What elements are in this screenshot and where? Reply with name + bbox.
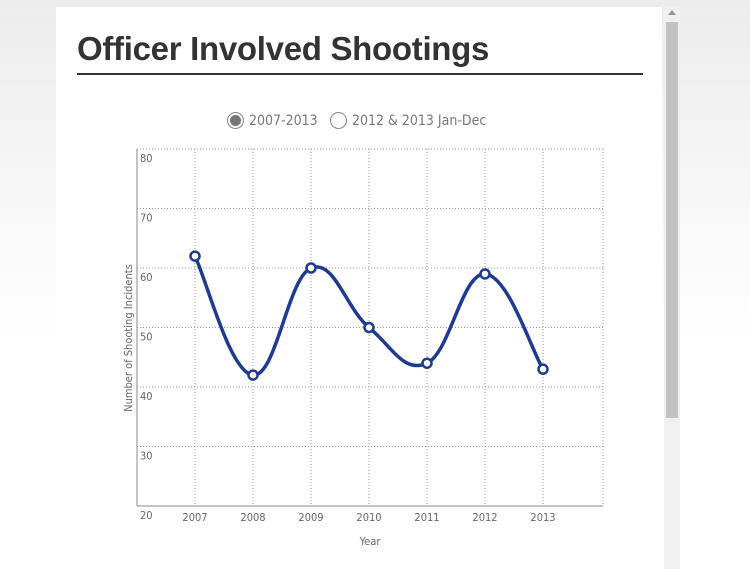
data-point	[537, 363, 549, 375]
content-panel	[56, 7, 662, 569]
page-title: Officer Involved Shootings	[77, 30, 490, 67]
y-tick-label: 70	[140, 212, 153, 225]
x-tick-label: 2008	[240, 511, 265, 524]
radio-option-2012-2013[interactable]: 2012 & 2013 Jan-Dec	[330, 112, 486, 129]
radio-label: 2007-2013	[249, 112, 318, 129]
x-tick-label: 2010	[356, 511, 381, 524]
radio-selected-icon[interactable]	[227, 112, 244, 129]
data-point	[247, 369, 259, 381]
x-tick-label: 2009	[298, 511, 323, 524]
x-tick-label: 2011	[414, 511, 439, 524]
y-tick-label: 80	[140, 152, 153, 165]
data-point	[421, 357, 433, 369]
data-point	[363, 321, 375, 334]
x-tick-label: 2007	[182, 511, 207, 524]
y-tick-label: 40	[140, 390, 153, 403]
x-tick-label: 2013	[530, 511, 555, 524]
x-axis-label: Year	[359, 535, 382, 548]
data-point	[189, 250, 201, 262]
title-underline	[77, 73, 643, 75]
data-point	[479, 268, 491, 280]
radio-unselected-icon[interactable]	[330, 112, 347, 129]
data-point	[305, 262, 317, 274]
y-tick-label: 50	[140, 331, 153, 344]
y-axis-label: Number of Shooting Incidents	[122, 264, 135, 412]
x-tick-label: 2012	[472, 511, 497, 524]
radio-label: 2012 & 2013 Jan-Dec	[352, 112, 487, 129]
scroll-up-arrow-icon[interactable]	[668, 10, 676, 15]
y-tick-label: 30	[140, 450, 153, 463]
radio-option-2007-2013[interactable]: 2007-2013	[227, 112, 318, 129]
scrollbar-thumb[interactable]	[666, 22, 678, 418]
y-tick-label: 60	[140, 271, 153, 284]
y-tick-label: 20	[140, 509, 153, 522]
series-line	[193, 255, 545, 377]
